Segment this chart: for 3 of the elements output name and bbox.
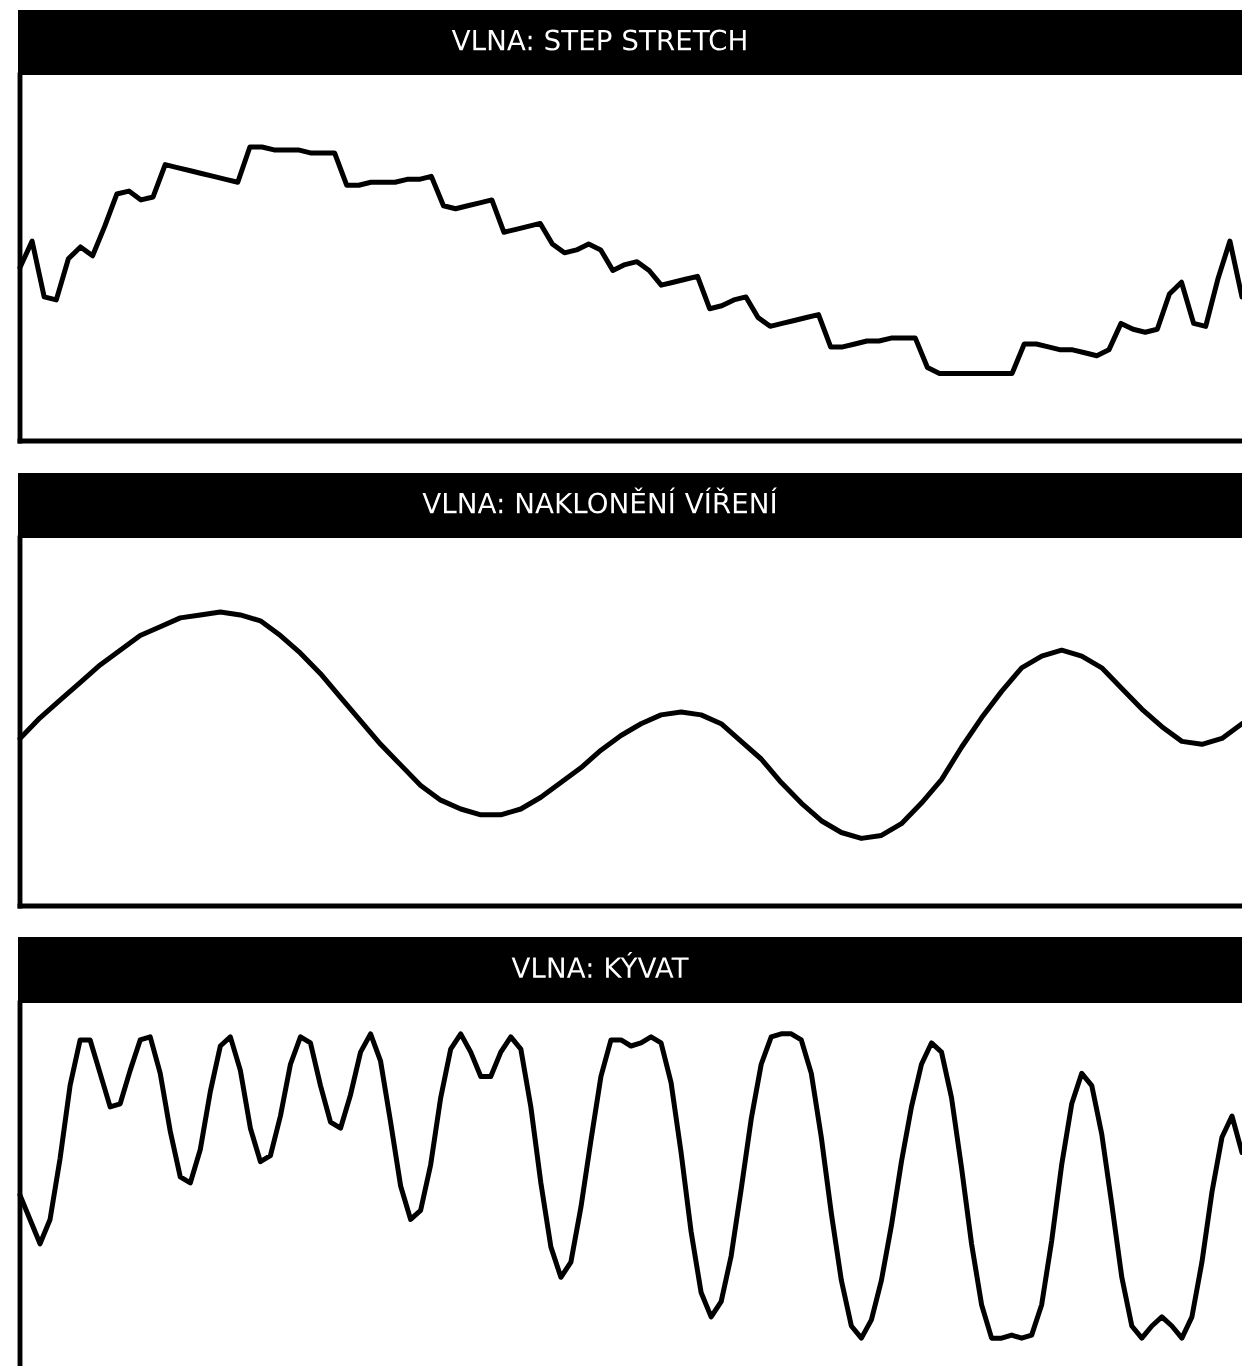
chart-title: VLNA: KÝVAT (511, 951, 689, 978)
chart-title: VLNA: STEP STRETCH (451, 29, 746, 51)
chart-title: VLNA: NAKLONĚNÍ VÍŘENÍ (422, 487, 777, 514)
